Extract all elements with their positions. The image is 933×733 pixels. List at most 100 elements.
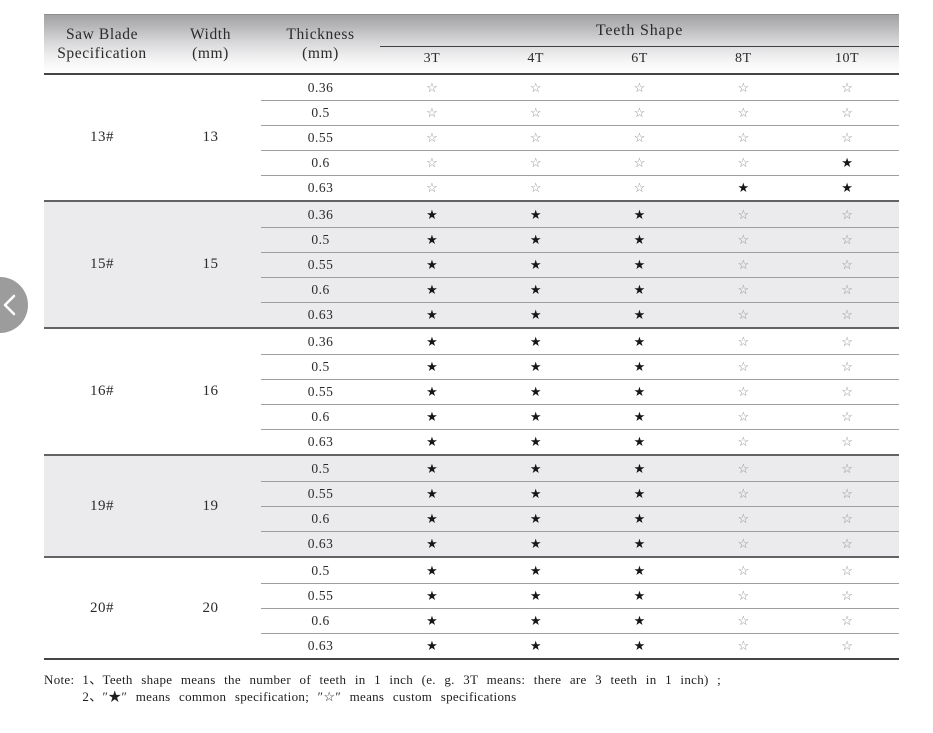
star-cell-6t: ★	[588, 358, 692, 376]
hollow-star-icon: ☆	[841, 307, 853, 322]
star-cell-3t: ☆	[380, 79, 484, 97]
hollow-star-icon: ☆	[841, 613, 853, 628]
star-cell-10t: ☆	[795, 612, 899, 630]
star-cell-6t: ★	[588, 587, 692, 605]
teeth-column-headers: 3T 4T 6T 8T 10T	[380, 47, 899, 71]
star-cell-3t: ☆	[380, 129, 484, 147]
star-cell-10t: ☆	[795, 535, 899, 553]
spec-group-19: 19# 19 0.5 ★ ★ ★ ☆ ☆ 0.55 ★ ★ ★ ☆ ☆ 0.6 ★ ★ ★ ☆ ☆ 0.63 ★ ★ ★ ☆ ☆	[44, 454, 899, 556]
spec-group-20: 20# 20 0.5 ★ ★ ★ ☆ ☆ 0.55 ★ ★ ★ ☆ ☆ 0.6 ★ ★ ★ ☆ ☆ 0.63 ★ ★ ★ ☆ ☆	[44, 556, 899, 658]
table-row: 0.6 ★ ★ ★ ☆ ☆	[261, 608, 899, 633]
star-cell-8t: ☆	[691, 408, 795, 426]
group-rows: 0.36 ☆ ☆ ☆ ☆ ☆ 0.5 ☆ ☆ ☆ ☆ ☆ 0.55 ☆ ☆ ☆ ☆ ☆ 0.6 ☆ ☆ ☆ ☆ ★ 0.63 ☆ ☆…	[261, 75, 899, 200]
table-row: 0.63 ★ ★ ★ ☆ ☆	[261, 531, 899, 556]
filled-star-icon: ★	[529, 536, 542, 551]
star-cell-4t: ★	[484, 485, 588, 503]
footnote-lines: 1、Teeth shape means the number of teeth …	[82, 671, 721, 705]
star-cell-6t: ☆	[588, 129, 692, 147]
star-cell-10t: ☆	[795, 637, 899, 655]
hollow-star-icon: ☆	[737, 282, 750, 297]
star-cell-8t: ☆	[691, 256, 795, 274]
filled-star-icon: ★	[529, 613, 542, 628]
table-row: 0.5 ★ ★ ★ ☆ ☆	[261, 558, 899, 583]
filled-star-icon: ★	[426, 333, 438, 349]
star-cell-10t: ☆	[795, 129, 899, 147]
table-row: 0.6 ★ ★ ★ ☆ ☆	[261, 277, 899, 302]
hollow-star-icon: ☆	[737, 359, 750, 374]
footnote-line-1: 1、Teeth shape means the number of teeth …	[82, 672, 722, 687]
filled-star-icon: ★	[633, 638, 646, 653]
table-row: 0.63 ☆ ☆ ☆ ★ ★	[261, 175, 899, 200]
filled-star-icon: ★	[426, 511, 438, 526]
star-cell-10t: ☆	[795, 104, 899, 122]
star-cell-4t: ★	[484, 333, 588, 351]
star-cell-4t: ★	[484, 460, 588, 478]
thickness-cell: 0.55	[307, 257, 334, 272]
header-thickness-mm: Thickness (mm)	[261, 15, 380, 73]
star-cell-3t: ★	[380, 256, 484, 274]
filled-star-icon: ★	[633, 206, 646, 222]
filled-star-icon: ★	[633, 536, 646, 551]
hollow-star-icon: ☆	[841, 536, 853, 551]
hollow-star-icon: ☆	[737, 384, 750, 399]
filled-star-icon: ★	[426, 257, 438, 272]
filled-star-icon: ★	[633, 359, 646, 374]
table-row: 0.55 ★ ★ ★ ☆ ☆	[261, 252, 899, 277]
star-cell-4t: ★	[484, 231, 588, 249]
filled-star-icon: ★	[529, 460, 542, 476]
hollow-star-icon: ☆	[737, 130, 750, 145]
hollow-star-icon: ☆	[737, 257, 750, 272]
hollow-star-icon: ☆	[737, 155, 750, 170]
thickness-cell: 0.55	[307, 384, 334, 399]
filled-star-icon: ★	[529, 257, 542, 272]
star-cell-3t: ☆	[380, 104, 484, 122]
filled-star-icon: ★	[529, 434, 542, 449]
filled-star-icon: ★	[426, 282, 438, 297]
star-cell-3t: ★	[380, 562, 484, 580]
star-cell-4t: ★	[484, 535, 588, 553]
filled-star-icon: ★	[529, 562, 542, 578]
star-cell-8t: ☆	[691, 79, 795, 97]
spec-cell: 15#	[90, 256, 114, 272]
table-row: 0.6 ★ ★ ★ ☆ ☆	[261, 404, 899, 429]
filled-star-icon: ★	[529, 511, 542, 526]
filled-star-icon: ★	[633, 588, 646, 603]
thickness-cell: 0.6	[311, 282, 330, 297]
filled-star-icon: ★	[529, 206, 542, 222]
star-cell-8t: ☆	[691, 206, 795, 224]
star-cell-3t: ★	[380, 333, 484, 351]
hollow-star-icon: ☆	[737, 409, 750, 424]
hollow-star-icon: ☆	[841, 359, 853, 374]
hollow-star-icon: ☆	[841, 588, 853, 603]
table-row: 0.6 ☆ ☆ ☆ ☆ ★	[261, 150, 899, 175]
star-cell-8t: ☆	[691, 129, 795, 147]
filled-star-icon: ★	[633, 460, 646, 476]
hollow-star-icon: ☆	[841, 409, 853, 424]
star-cell-6t: ★	[588, 510, 692, 528]
table-row: 0.36 ★ ★ ★ ☆ ☆	[261, 329, 899, 354]
hollow-star-icon: ☆	[529, 180, 542, 195]
filled-star-icon: ★	[529, 409, 542, 424]
hollow-star-icon: ☆	[841, 638, 853, 653]
filled-star-icon: ★	[529, 307, 542, 322]
star-cell-6t: ★	[588, 281, 692, 299]
teeth-col-header-3t: 3T	[423, 51, 441, 66]
filled-star-icon: ★	[633, 613, 646, 628]
thickness-cell: 0.6	[311, 511, 330, 526]
star-cell-10t: ★	[795, 154, 899, 172]
filled-star-icon: ★	[426, 562, 438, 578]
spec-group-16: 16# 16 0.36 ★ ★ ★ ☆ ☆ 0.5 ★ ★ ★ ☆ ☆ 0.55 ★ ★ ★ ☆ ☆ 0.6 ★ ★ ★ ☆ ☆ 0…	[44, 327, 899, 454]
header-width-mm: Width (mm)	[160, 15, 261, 73]
star-cell-6t: ★	[588, 231, 692, 249]
hollow-star-icon: ☆	[841, 282, 853, 297]
table-row: 0.55 ★ ★ ★ ☆ ☆	[261, 583, 899, 608]
filled-star-icon: ★	[633, 562, 646, 578]
hollow-star-icon: ☆	[529, 79, 542, 95]
star-cell-8t: ☆	[691, 460, 795, 478]
carousel-prev-button[interactable]	[0, 277, 28, 333]
star-cell-4t: ★	[484, 206, 588, 224]
star-cell-6t: ★	[588, 485, 692, 503]
star-cell-8t: ☆	[691, 333, 795, 351]
star-cell-10t: ☆	[795, 510, 899, 528]
teeth-col-header-4t: 4T	[527, 51, 544, 66]
